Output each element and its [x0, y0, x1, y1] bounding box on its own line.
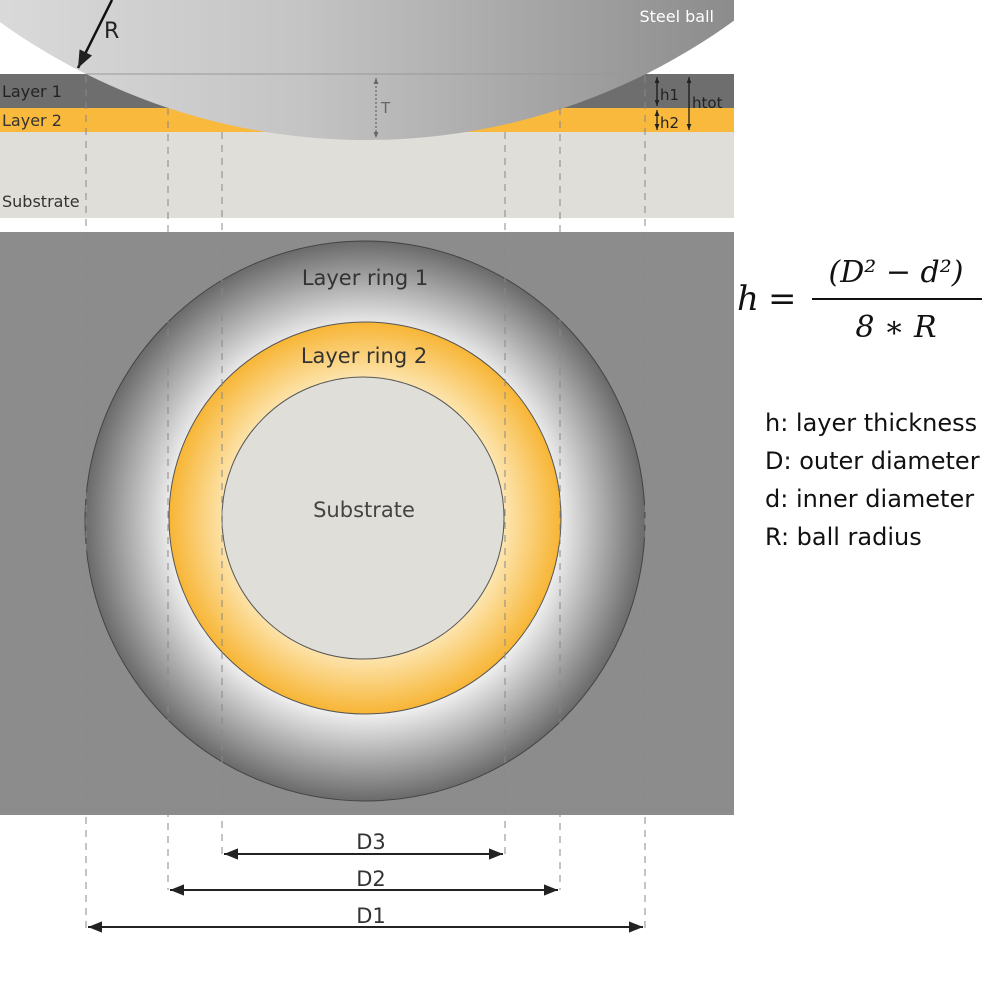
substrate-band [0, 132, 734, 218]
substrate-circle [221, 376, 505, 660]
thickness-formula: h = (D² − d²) 8 ∗ R [737, 255, 982, 345]
radius-label: R [104, 19, 119, 44]
radius-arrow [76, 0, 114, 69]
formula-equals: = [768, 279, 797, 319]
layer-ring-1-label: Layer ring 1 [302, 266, 428, 290]
layer-2-label: Layer 2 [2, 111, 62, 130]
formula-numerator: (D² − d²) [829, 255, 964, 290]
depth-label: T [380, 99, 391, 117]
d2-label: D2 [356, 867, 386, 891]
d1-label: D1 [356, 904, 386, 928]
substrate-section-label: Substrate [2, 192, 80, 211]
guide-lines [85, 76, 646, 928]
steel-ball [0, 0, 734, 140]
legend-item: h: layer thickness [765, 409, 978, 437]
substrate-top-label: Substrate [313, 498, 415, 522]
steel-ball-label: Steel ball [640, 7, 715, 26]
d3-label: D3 [356, 830, 386, 854]
formula-lhs: h [737, 279, 759, 319]
h1-label: h1 [660, 86, 679, 104]
legend-item: d: inner diameter [765, 485, 975, 513]
variable-legend: h: layer thickness D: outer diameter d: … [765, 404, 980, 556]
layer-ring-2-label: Layer ring 2 [301, 344, 427, 368]
layer-1-label: Layer 1 [2, 82, 62, 101]
h2-label: h2 [660, 114, 679, 132]
legend-item: D: outer diameter [765, 447, 980, 475]
formula-denominator: 8 ∗ R [855, 310, 936, 345]
legend-item: R: ball radius [765, 523, 922, 551]
htot-label: htot [692, 94, 723, 112]
